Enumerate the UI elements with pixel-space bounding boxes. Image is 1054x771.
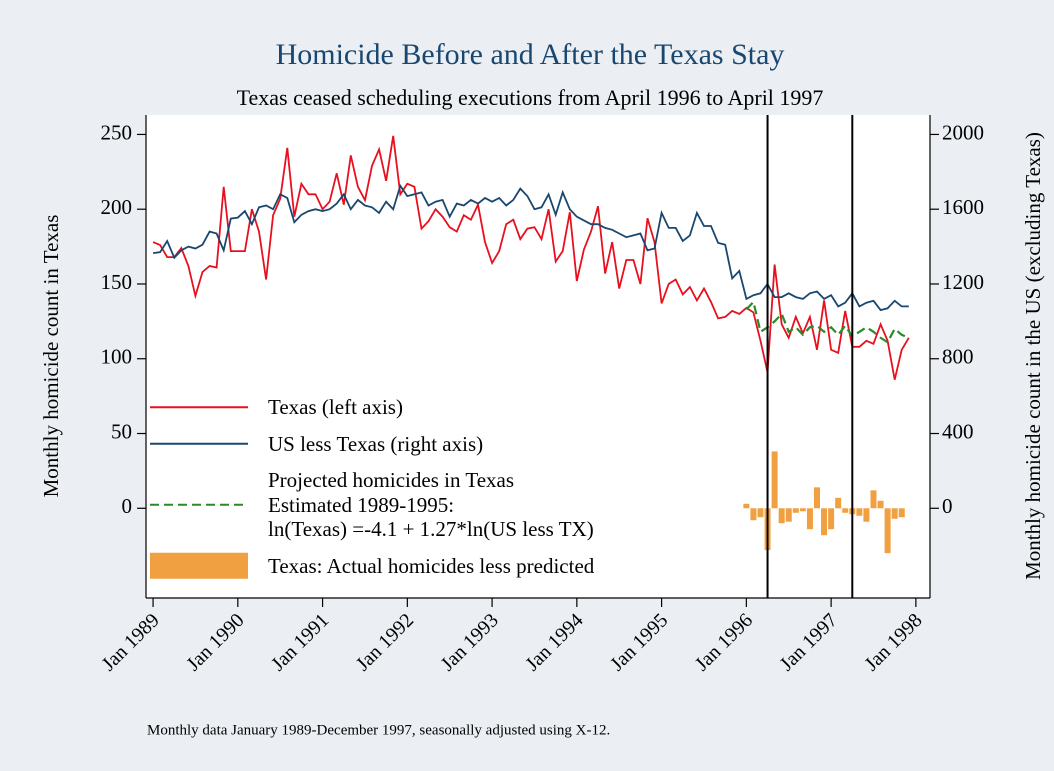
- legend-label: Texas: Actual homicides less predicted: [268, 553, 595, 578]
- x-tick-label: Jan 1990: [182, 609, 248, 675]
- y2-tick-label: 1200: [942, 270, 984, 294]
- x-tick-label: Jan 1995: [606, 609, 672, 675]
- residual-bar: [828, 508, 835, 530]
- residual-bar: [877, 500, 884, 509]
- residual-bar: [806, 508, 813, 530]
- residual-bar: [771, 451, 778, 509]
- residual-bar: [891, 508, 898, 519]
- residual-bar: [842, 508, 849, 513]
- series-line: [745, 299, 910, 344]
- x-tick-label: Jan 1992: [352, 609, 418, 675]
- x-tick-label: Jan 1997: [776, 609, 842, 675]
- x-tick-label: Jan 1991: [267, 609, 333, 675]
- x-tick-label: Jan 1998: [860, 609, 926, 675]
- series-line: [152, 135, 910, 380]
- series-line: [152, 183, 909, 312]
- chart-title: Homicide Before and After the Texas Stay: [276, 38, 785, 71]
- residual-bar: [799, 508, 806, 512]
- y2-tick-label: 0: [942, 494, 953, 518]
- residual-bar: [813, 487, 820, 509]
- residual-bar: [785, 508, 792, 522]
- y2-tick-label: 800: [942, 345, 974, 369]
- residual-bar: [870, 490, 877, 509]
- y-tick-label: 200: [101, 195, 133, 219]
- residual-bar: [856, 508, 863, 516]
- legend-swatch: [150, 552, 248, 579]
- legend-label: US less Texas (right axis): [268, 431, 484, 456]
- plot-area: [146, 115, 930, 598]
- y2-tick-label: 400: [942, 419, 974, 443]
- residual-bar: [778, 508, 785, 524]
- y2-tick-label: 1600: [942, 195, 984, 219]
- residual-bar: [898, 508, 905, 518]
- residual-bar: [757, 508, 764, 518]
- y-axis-title: Monthly homicide count in Texas: [39, 215, 63, 498]
- y-tick-label: 50: [111, 419, 132, 443]
- residual-bar: [835, 497, 842, 509]
- residual-bar: [821, 508, 828, 536]
- residual-bar: [863, 508, 870, 522]
- chart-subtitle: Texas ceased scheduling executions from …: [237, 85, 824, 110]
- y2-axis-title: Monthly homicide count in the US (exclud…: [1021, 132, 1045, 580]
- y2-tick-label: 2000: [942, 120, 984, 144]
- x-tick-label: Jan 1993: [437, 609, 503, 675]
- x-tick-label: Jan 1989: [98, 609, 164, 675]
- legend-label: Projected homicides in Texas Estimated 1…: [268, 468, 594, 541]
- residual-bar: [743, 503, 750, 509]
- legend-label: Texas (left axis): [268, 395, 403, 419]
- note: Monthly data January 1989-December 1997,…: [147, 722, 610, 738]
- x-tick-label: Jan 1996: [691, 609, 757, 675]
- x-tick-label: Jan 1994: [521, 609, 587, 675]
- y-tick-label: 0: [122, 494, 133, 518]
- residual-bar: [792, 508, 799, 513]
- residual-bar: [750, 508, 757, 521]
- y-tick-label: 150: [101, 270, 133, 294]
- residual-bar: [884, 508, 891, 554]
- y-tick-label: 250: [101, 120, 133, 144]
- y-tick-label: 100: [101, 345, 133, 369]
